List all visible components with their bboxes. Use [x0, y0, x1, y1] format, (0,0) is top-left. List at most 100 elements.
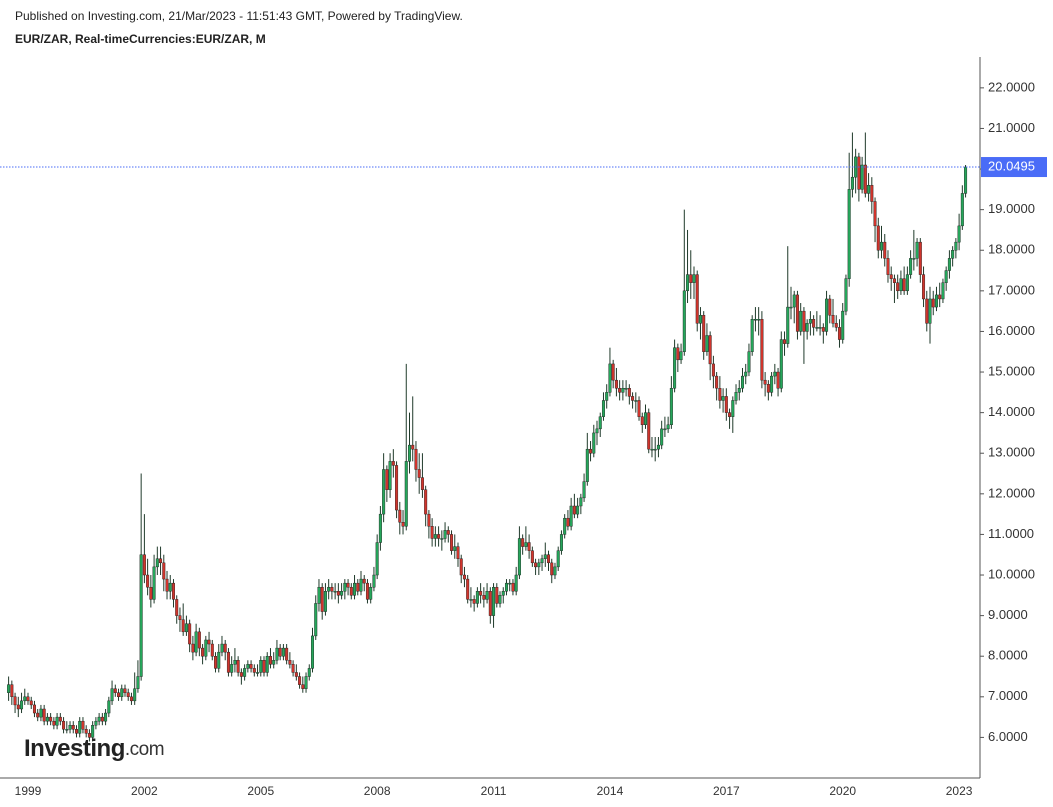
candle-body — [831, 314, 835, 324]
candle-body — [440, 538, 444, 540]
candle-body — [207, 639, 211, 645]
candle-body — [217, 651, 221, 669]
candle-body — [770, 375, 774, 393]
candle-body — [259, 660, 263, 673]
last-price-tag — [981, 157, 1047, 178]
candle-body — [540, 558, 544, 564]
candle-body — [870, 185, 874, 202]
candle-body — [750, 319, 754, 352]
candle-body — [472, 599, 476, 604]
candle-body — [123, 688, 127, 693]
candle-body — [340, 591, 344, 596]
candle-body — [52, 720, 56, 726]
candle-body — [644, 412, 647, 426]
candle-body — [281, 647, 285, 657]
candle-body — [349, 586, 353, 596]
candle-body — [682, 290, 686, 352]
candle-body — [582, 481, 586, 499]
candle-body — [740, 375, 744, 389]
candle-body — [757, 319, 761, 321]
candle-body — [7, 684, 11, 693]
x-tick-label: 2014 — [597, 784, 624, 798]
candle-body — [773, 371, 777, 377]
candle-body — [624, 388, 628, 390]
candle-body — [443, 530, 447, 539]
candle-body — [844, 278, 848, 312]
candle-body — [889, 274, 893, 279]
candle-body — [650, 448, 654, 451]
candle-body — [524, 542, 528, 547]
y-tick-label: 19.0000 — [988, 201, 1035, 216]
y-tick-label: 16.0000 — [988, 323, 1035, 338]
candle-body — [802, 310, 806, 332]
candle-body — [847, 189, 851, 279]
candle-body — [863, 164, 867, 194]
candle-body — [291, 664, 295, 673]
candle-body — [243, 668, 247, 677]
candle-body — [663, 428, 667, 431]
candle-body — [960, 193, 964, 227]
candle-body — [346, 582, 350, 588]
candle-body — [608, 363, 612, 393]
candle-body — [178, 615, 182, 620]
candle-body — [627, 388, 631, 397]
candle-body — [382, 469, 386, 515]
candle-body — [433, 534, 437, 539]
candle-body — [314, 603, 318, 637]
x-tick-label: 2020 — [829, 784, 856, 798]
candle-body — [49, 716, 53, 722]
candle-body — [272, 660, 276, 665]
symbol-title: EUR/ZAR, Real-timeCurrencies:EUR/ZAR, M — [15, 32, 266, 46]
candle-body — [26, 696, 30, 702]
candle-body — [724, 396, 728, 413]
candle-body — [621, 388, 625, 393]
candle-body — [776, 371, 780, 389]
candle-body — [401, 522, 405, 527]
candle-body — [656, 444, 660, 450]
candle-body — [398, 509, 402, 523]
x-tick-label: 2002 — [131, 784, 158, 798]
candle-body — [226, 651, 230, 673]
candle-body — [223, 643, 227, 653]
candle-body — [808, 319, 812, 324]
candle-body — [204, 639, 208, 657]
candle-body — [783, 339, 787, 344]
candle-body — [87, 733, 91, 738]
candle-body — [689, 274, 693, 283]
logo-brand: Investing — [24, 735, 125, 762]
candle-body — [369, 586, 373, 600]
candle-body — [857, 156, 861, 190]
candle-body — [414, 448, 418, 470]
candle-body — [899, 278, 903, 292]
candle-body — [275, 647, 279, 661]
candle-body — [411, 444, 415, 450]
candle-body — [592, 432, 596, 454]
candle-body — [728, 412, 732, 417]
candle-body — [918, 241, 922, 275]
candle-body — [378, 513, 382, 543]
candle-body — [126, 692, 130, 698]
candle-body — [947, 258, 951, 271]
candle-body — [931, 298, 935, 308]
candle-body — [938, 294, 942, 300]
candle-body — [747, 351, 751, 373]
candle-body — [330, 586, 334, 592]
candle-body — [744, 371, 748, 377]
candle-body — [579, 497, 583, 507]
candle-body — [537, 562, 541, 568]
candle-body — [94, 720, 98, 726]
candle-body — [880, 241, 884, 251]
candle-body — [634, 400, 638, 402]
candle-body — [133, 688, 137, 702]
candle-body — [327, 586, 331, 592]
candle-body — [795, 294, 799, 332]
candle-body — [873, 201, 877, 227]
candle-body — [828, 298, 832, 316]
candle-body — [702, 314, 706, 352]
candle-body — [437, 534, 441, 539]
candle-body — [786, 306, 790, 344]
candle-body — [408, 444, 411, 462]
candle-body — [446, 530, 450, 535]
candle-body — [550, 562, 554, 576]
candle-body — [36, 712, 40, 718]
